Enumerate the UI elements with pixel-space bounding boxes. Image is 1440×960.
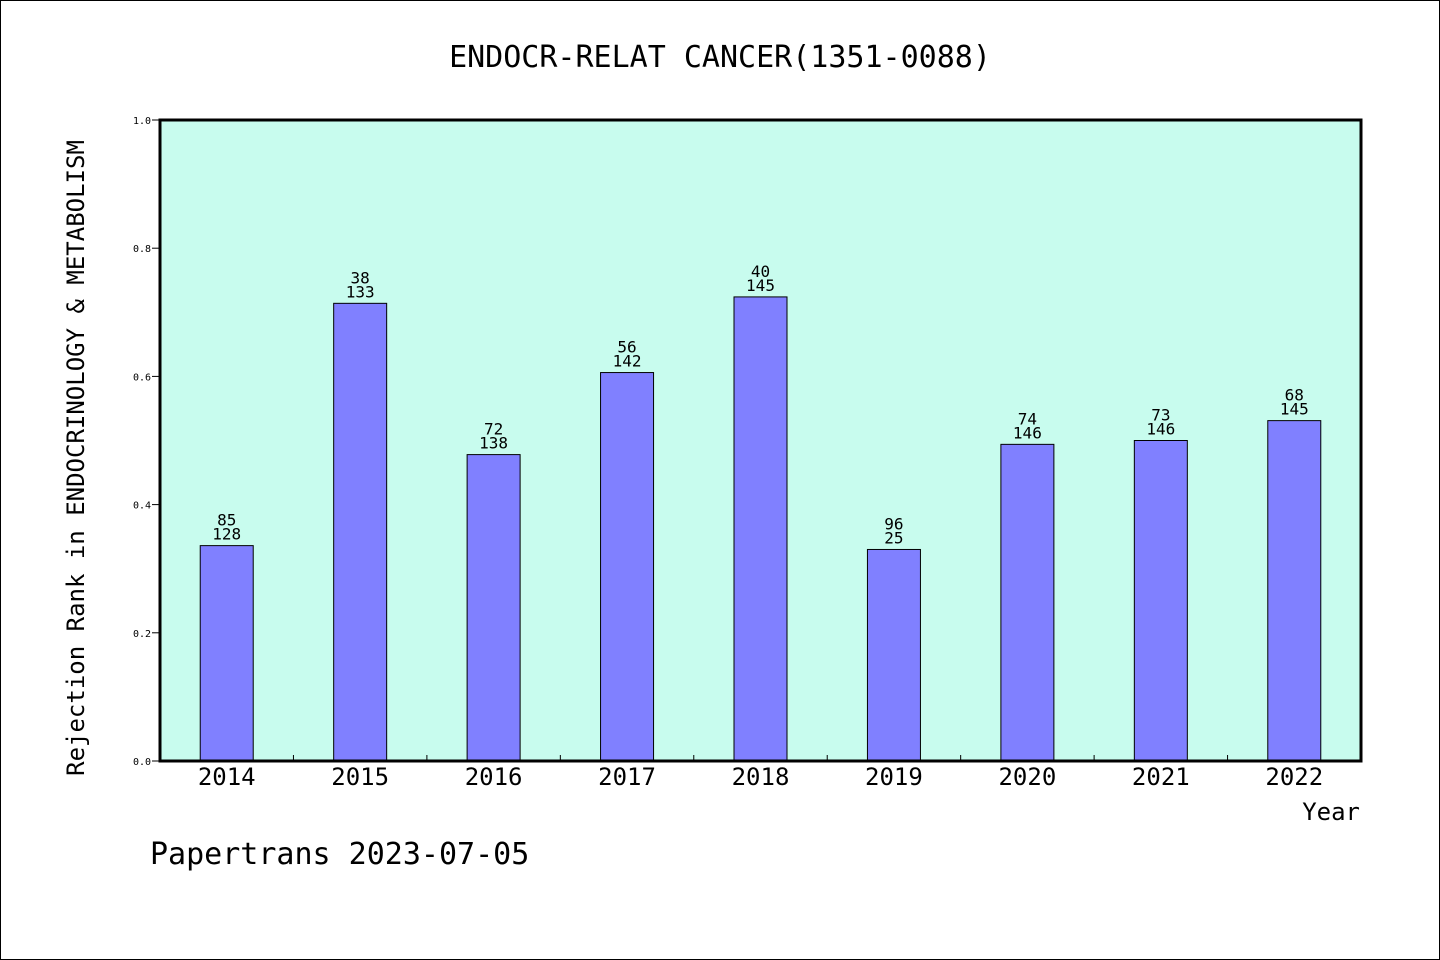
bar-label-bottom: 138: [479, 434, 508, 453]
bar-2021: [1133, 440, 1188, 762]
bar-label-bottom: 142: [613, 352, 642, 371]
x-tick-label: 2020: [998, 763, 1056, 791]
x-tick-label: 2014: [198, 763, 256, 791]
bar-2016: [466, 454, 521, 762]
x-tick-label: 2015: [331, 763, 389, 791]
bar-label-top: 72: [484, 420, 503, 439]
bar-label-top: 73: [1151, 406, 1170, 425]
bar-label-bottom: 25: [884, 528, 903, 547]
x-axis-label: Year: [1302, 798, 1360, 826]
bar-label-bottom: 128: [212, 525, 241, 544]
chart-title: ENDOCR-RELAT CANCER(1351-0088): [449, 40, 991, 75]
x-tick-label: 2018: [732, 763, 790, 791]
bar-label-top: 56: [617, 338, 636, 357]
x-tick-label: 2017: [598, 763, 656, 791]
x-tick-label: 2022: [1265, 763, 1323, 791]
y-tick-label: 0.4: [133, 501, 151, 512]
y-tick-label: 1.0: [133, 116, 151, 127]
bar-label-top: 85: [217, 511, 236, 530]
bar-label-top: 74: [1018, 409, 1037, 428]
plot-border: [158, 118, 1363, 763]
bar-label-bottom: 133: [346, 282, 375, 301]
footer-credit: Papertrans 2023-07-05: [150, 837, 529, 872]
y-tick-label: 0.6: [133, 372, 151, 383]
y-tick-label: 0.8: [133, 244, 151, 255]
x-tick-label: 2019: [865, 763, 923, 791]
bar-label-top: 40: [751, 262, 770, 281]
bar-2020: [1000, 443, 1055, 762]
y-axis-label: Rejection Rank in ENDOCRINOLOGY & METABO…: [62, 140, 90, 776]
bar-2015: [333, 302, 388, 762]
bar-2022: [1267, 420, 1322, 762]
y-tick-label: 0.2: [133, 629, 151, 640]
bar-label-top: 96: [884, 514, 903, 533]
bar-2017: [600, 372, 655, 762]
bar-label-bottom: 145: [1280, 400, 1309, 419]
bar-2018: [733, 296, 788, 762]
bar-2014: [199, 545, 254, 762]
bar-label-bottom: 146: [1013, 423, 1042, 442]
bar-label-top: 38: [351, 268, 370, 287]
bar-label-top: 68: [1285, 386, 1304, 405]
y-tick-label: 0.0: [133, 757, 151, 768]
bar-label-bottom: 145: [746, 276, 775, 295]
x-tick-label: 2016: [465, 763, 523, 791]
bar-2019: [866, 548, 921, 762]
bar-label-bottom: 146: [1146, 420, 1175, 439]
x-tick-label: 2021: [1132, 763, 1190, 791]
